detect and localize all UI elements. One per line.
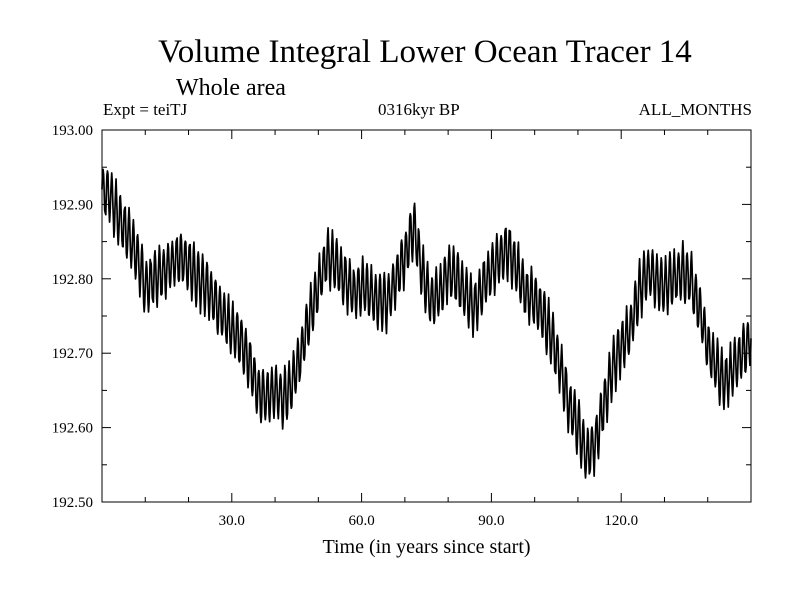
y-tick-label: 193.00 [52, 123, 93, 139]
months-label: ALL_MONTHS [638, 100, 752, 119]
x-tick-label: 60.0 [348, 513, 374, 529]
plot-frame [101, 129, 752, 503]
chart-title: Volume Integral Lower Ocean Tracer 14 [158, 34, 692, 70]
x-tick-label: 90.0 [478, 513, 504, 529]
experiment-label: Expt = teiTJ [103, 100, 188, 119]
chart-subtitle: Whole area [176, 75, 286, 101]
x-tick-label: 30.0 [219, 513, 245, 529]
x-tick-label: 120.0 [604, 513, 638, 529]
y-tick-label: 192.60 [52, 421, 93, 437]
y-tick-label: 192.90 [52, 197, 93, 213]
period-label: 0316kyr BP [378, 100, 460, 119]
y-tick-label: 192.70 [52, 346, 93, 362]
y-tick-label: 192.50 [52, 495, 93, 511]
y-tick-label: 192.80 [52, 272, 93, 288]
x-axis-label: Time (in years since start) [322, 536, 530, 558]
series-line [101, 168, 752, 479]
